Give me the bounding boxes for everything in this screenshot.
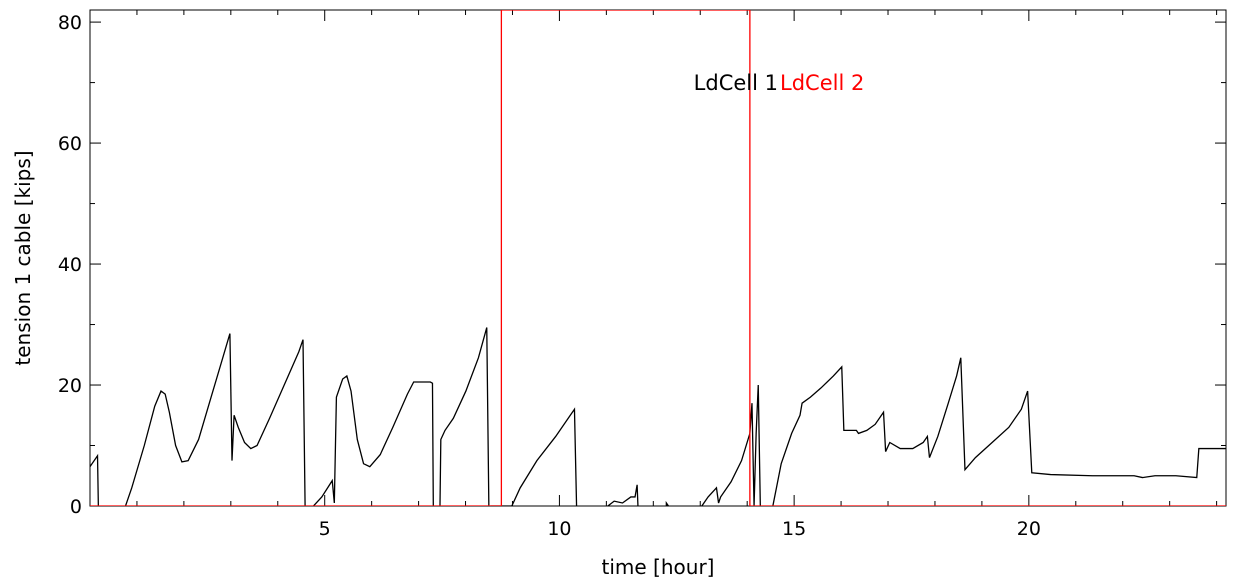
- y-tick-label: 20: [58, 375, 82, 397]
- series-line-ldcell-1: [90, 327, 1226, 506]
- y-tick-label: 0: [70, 496, 82, 518]
- plot-frame: [89, 9, 1227, 507]
- series-line-ldcell-2: [90, 10, 1226, 506]
- legend: LdCell 1 LdCell 2: [694, 71, 865, 95]
- x-axis-title: time [hour]: [602, 555, 715, 579]
- x-tick-label: 15: [782, 518, 806, 540]
- x-tick-label: 10: [547, 518, 571, 540]
- legend-entry-ldcell-2: LdCell 2: [780, 71, 864, 95]
- y-tick-label: 80: [58, 12, 82, 34]
- y-tick-label: 40: [58, 254, 82, 276]
- axis-labels: time [hour] tension 1 cable [kips]: [11, 150, 714, 579]
- y-tick-label: 60: [58, 133, 82, 155]
- x-tick-label: 20: [1017, 518, 1041, 540]
- x-tick-label: 5: [319, 518, 331, 540]
- series-layer: [90, 10, 1226, 506]
- axes: 5 10 15 20 0 20 40 60 80: [58, 9, 1227, 540]
- legend-entry-ldcell-1: LdCell 1: [694, 71, 778, 95]
- y-axis-title: tension 1 cable [kips]: [11, 150, 35, 365]
